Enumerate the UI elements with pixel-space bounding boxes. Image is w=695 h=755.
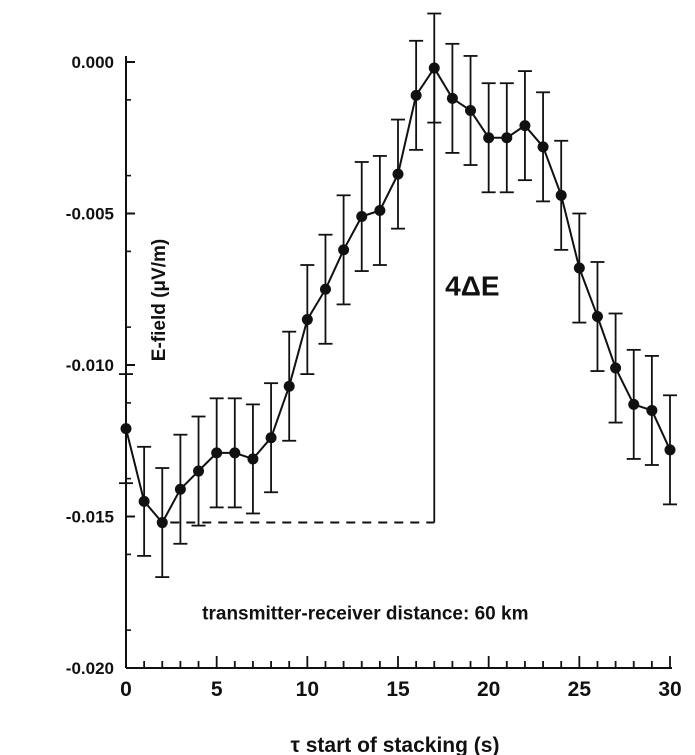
y-axis-label: E-field (μV/m) bbox=[149, 239, 170, 361]
x-axis-label: τ start of stacking (s) bbox=[291, 734, 500, 755]
axes bbox=[125, 56, 672, 669]
data-point bbox=[610, 362, 622, 374]
data-point bbox=[319, 283, 331, 295]
x-tick-label: 15 bbox=[386, 678, 410, 701]
x-tick-label: 10 bbox=[296, 678, 319, 701]
tick-labels: 0.000 -0.005 -0.010 -0.015 -0.020 0 5 10 15 20 25 3… bbox=[66, 53, 682, 701]
data-point bbox=[301, 314, 313, 326]
data-point bbox=[338, 244, 350, 256]
data-point bbox=[501, 132, 513, 144]
y-tick-label: -0.015 bbox=[66, 508, 114, 527]
data-point bbox=[229, 447, 241, 459]
data-point bbox=[483, 132, 495, 144]
reference-lines bbox=[170, 68, 436, 524]
x-tick-label: 25 bbox=[568, 678, 592, 701]
data-point bbox=[591, 311, 603, 323]
distance-annotation: transmitter-receiver distance: 60 km bbox=[202, 604, 528, 625]
data-point bbox=[410, 89, 422, 101]
data-point bbox=[265, 432, 277, 444]
y-tick-label: -0.010 bbox=[66, 356, 114, 375]
x-tick-label: 5 bbox=[211, 678, 223, 701]
data-point bbox=[465, 104, 477, 116]
error-bars bbox=[119, 12, 677, 578]
data-point bbox=[283, 380, 295, 392]
y-tick-label: -0.005 bbox=[66, 205, 114, 224]
data-point bbox=[138, 495, 150, 507]
data-point bbox=[664, 444, 676, 456]
data-point bbox=[628, 398, 640, 410]
x-tick-label: 30 bbox=[658, 678, 681, 701]
data-point bbox=[392, 168, 404, 180]
data-point bbox=[555, 189, 567, 201]
data-point bbox=[356, 211, 368, 223]
data-point bbox=[120, 423, 132, 435]
data-point bbox=[211, 447, 223, 459]
data-point bbox=[519, 120, 531, 132]
data-point bbox=[428, 62, 440, 74]
data-point bbox=[374, 204, 386, 216]
data-point bbox=[174, 483, 186, 495]
x-tick-label: 20 bbox=[477, 678, 500, 701]
data-point bbox=[573, 262, 585, 274]
y-tick-label: 0.000 bbox=[71, 53, 114, 72]
data-point bbox=[156, 517, 168, 529]
data-point bbox=[646, 404, 658, 416]
data-point bbox=[247, 453, 259, 465]
data-points bbox=[120, 62, 676, 529]
data-point bbox=[446, 92, 458, 104]
data-point bbox=[537, 141, 549, 153]
delta-e-annotation: 4ΔE bbox=[445, 270, 499, 301]
data-point bbox=[193, 465, 205, 477]
y-tick-label: -0.020 bbox=[66, 659, 114, 678]
x-tick-label: 0 bbox=[120, 678, 132, 701]
